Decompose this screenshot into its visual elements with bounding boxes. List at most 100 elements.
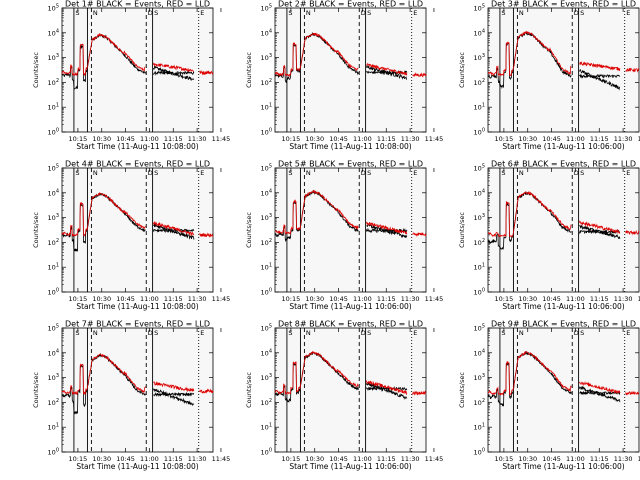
x-tick-label: 10:30 (305, 455, 324, 463)
marker-label: S (580, 169, 584, 177)
marker-label: D (361, 9, 366, 17)
x-tick-label: 10:30 (92, 295, 111, 303)
x-tick-label: 11:30 (188, 295, 207, 303)
lld-series-line (487, 350, 572, 396)
y-tick-label: 101 (261, 103, 272, 112)
x-tick-label: 11:00 (353, 295, 372, 303)
marker-label: S (580, 9, 584, 17)
x-tick-label: 11:00 (566, 295, 585, 303)
y-tick-label: 101 (261, 423, 272, 432)
panel-title: Det 3# BLACK = Events, RED = LLD (491, 0, 636, 9)
x-tick-label: 11:30 (614, 455, 633, 463)
y-tick-label: 104 (48, 348, 59, 357)
x-tick-label: 11:45 (638, 135, 640, 143)
detector-panel-1: Det 1# BLACK = Events, RED = LLD 100 101 10… (32, 0, 230, 151)
x-tick-label: 11:15 (590, 135, 609, 143)
y-tick-label: 102 (261, 238, 272, 247)
y-axis-label: Counts/sec (245, 372, 253, 408)
x-tick-label: 11:30 (401, 135, 420, 143)
y-tick-label: 101 (474, 103, 485, 112)
y-tick-label: 105 (474, 164, 485, 173)
x-tick-label: 10:45 (116, 295, 135, 303)
lld-series-line (274, 350, 359, 395)
y-tick-label: 105 (474, 324, 485, 333)
y-tick-label: 101 (48, 263, 59, 272)
y-tick-label: 105 (48, 4, 59, 13)
y-tick-label: 103 (474, 373, 485, 382)
y-tick-label: 104 (474, 348, 485, 357)
x-tick-label: 10:30 (305, 135, 324, 143)
marker-label: S (288, 169, 292, 177)
marker-label: E (200, 329, 204, 337)
y-tick-label: 100 (48, 288, 59, 297)
lld-series-line (275, 189, 359, 236)
lld-series-decay (366, 380, 408, 396)
y-axis-label: Counts/sec (458, 372, 466, 408)
x-tick-label: 10:15 (69, 295, 88, 303)
marker-label: S (501, 329, 505, 337)
lld-series-decay (579, 61, 621, 72)
events-series-decay (366, 65, 407, 80)
y-tick-label: 103 (261, 373, 272, 382)
events-series-decay (366, 223, 408, 239)
marker-label: E (200, 169, 204, 177)
marker-label: N (306, 9, 311, 17)
marker-label: S (75, 9, 79, 17)
x-axis-label: Start Time (11-Aug-11 10:06:00) (289, 462, 411, 471)
marker-label: S (154, 169, 158, 177)
lld-series-decay (579, 220, 621, 234)
marker-label: S (501, 169, 505, 177)
x-tick-label: 11:00 (353, 135, 372, 143)
x-tick-label: 10:15 (282, 295, 301, 303)
marker-label: S (75, 329, 79, 337)
x-tick-label: 10:30 (518, 135, 537, 143)
marker-label: S (580, 329, 584, 337)
lld-series-line (274, 32, 359, 78)
marker-label: S (288, 329, 292, 337)
x-tick-label: 11:45 (212, 295, 231, 303)
marker-label: S (501, 9, 505, 17)
x-tick-label: 11:15 (590, 295, 609, 303)
y-tick-label: 102 (48, 398, 59, 407)
lld-series-decay (366, 62, 408, 76)
x-tick-label: 10:30 (518, 295, 537, 303)
x-tick-label: 10:15 (495, 455, 514, 463)
marker-label: D (148, 9, 153, 17)
y-tick-label: 103 (48, 373, 59, 382)
y-tick-label: 102 (261, 398, 272, 407)
marker-label: N (306, 169, 311, 177)
lld-series-tail (412, 72, 427, 78)
panel-title: Det 7# BLACK = Events, RED = LLD (65, 320, 210, 329)
x-tick-label: 11:45 (425, 295, 444, 303)
marker-label: E (200, 9, 204, 17)
y-tick-label: 105 (261, 4, 272, 13)
detector-panel-6: Det 6# BLACK = Events, RED = LLD 100 101 10… (458, 160, 640, 312)
marker-label: D (148, 169, 153, 177)
events-series-decay (153, 65, 195, 82)
y-axis-label: Counts/sec (245, 52, 253, 88)
x-tick-label: 11:30 (188, 455, 207, 463)
x-tick-label: 11:30 (401, 455, 420, 463)
lld-series-decay (579, 381, 621, 394)
y-tick-label: 104 (261, 348, 272, 357)
lld-series-tail (199, 70, 214, 76)
x-axis-label: Start Time (11-Aug-11 10:08:00) (76, 462, 198, 471)
y-tick-label: 100 (261, 288, 272, 297)
lld-series-line (487, 190, 572, 238)
x-tick-label: 11:30 (614, 135, 633, 143)
marker-label: D (574, 329, 579, 337)
x-tick-label: 11:45 (212, 135, 231, 143)
marker-label: D (148, 329, 153, 337)
y-tick-label: 100 (474, 128, 485, 137)
marker-label: S (75, 169, 79, 177)
x-tick-label: 10:45 (116, 135, 135, 143)
y-tick-label: 100 (261, 448, 272, 457)
x-tick-label: 11:30 (401, 295, 420, 303)
x-axis-label: Start Time (11-Aug-11 10:08:00) (76, 142, 198, 151)
y-tick-label: 103 (48, 53, 59, 62)
marker-label: N (519, 9, 524, 17)
y-tick-label: 102 (474, 238, 485, 247)
y-tick-label: 103 (474, 213, 485, 222)
lld-series-tail (625, 390, 640, 396)
x-tick-label: 11:15 (377, 455, 396, 463)
